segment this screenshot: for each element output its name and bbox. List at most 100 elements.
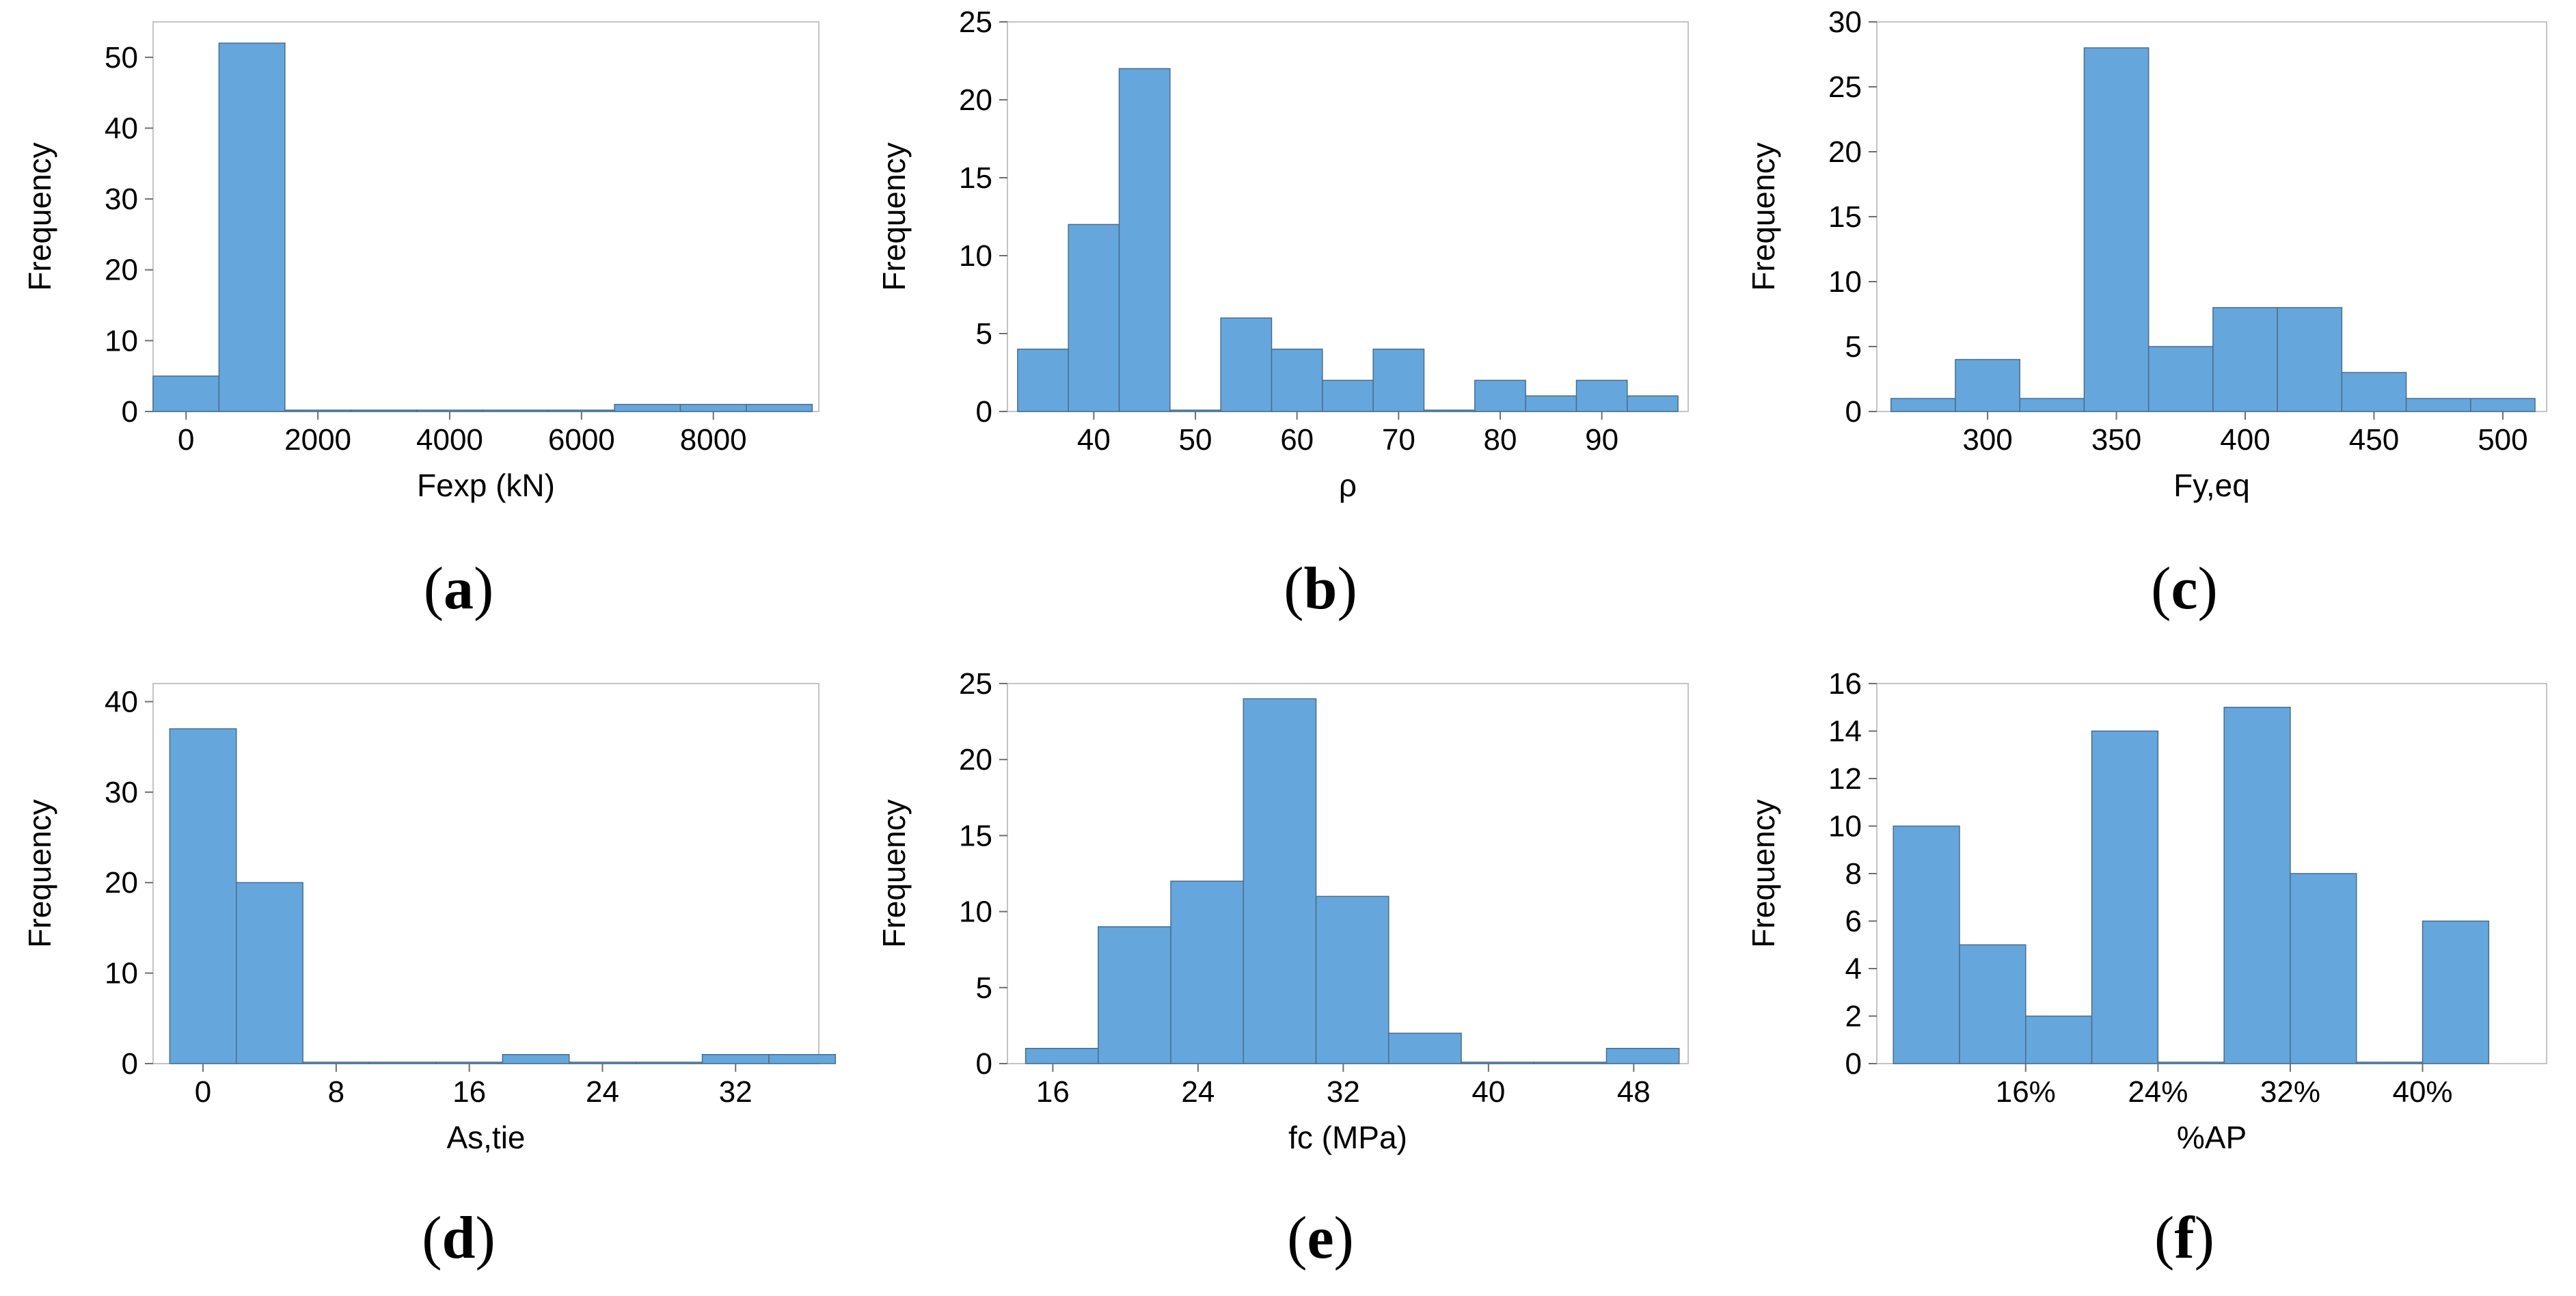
x-tick-label: 90: [1585, 423, 1618, 457]
histogram-bar: [2290, 873, 2357, 1064]
histogram-bar: [2277, 307, 2343, 412]
chart-panel-e: 0 5 10 15 20 25 16 24 32 40 48 fc (MPa) Frequency (e): [876, 667, 1689, 1271]
histogram-bar: [1372, 349, 1425, 412]
histogram-bar: [1068, 224, 1120, 412]
histogram-bar: [1575, 379, 1628, 412]
histogram-bar: [2422, 920, 2490, 1064]
y-tick-label: 30: [105, 776, 138, 809]
x-tick-label: 350: [2091, 423, 2141, 457]
x-tick-label: 500: [2478, 423, 2527, 457]
x-axis-label: Fy,eq: [2173, 468, 2250, 503]
histogram-bar: [569, 1062, 636, 1064]
histogram-bar: [2355, 1062, 2424, 1064]
y-tick-label: 30: [105, 183, 138, 216]
x-tick-label: 400: [2220, 423, 2270, 457]
histogram-bar: [1474, 379, 1526, 412]
histogram-bar: [1893, 825, 1960, 1064]
histogram-bar: [1017, 349, 1069, 412]
histogram-bar: [1955, 359, 2020, 412]
histogram-bar: [1322, 379, 1374, 412]
y-tick-label: 0: [122, 1047, 138, 1081]
x-tick-label: 60: [1280, 423, 1314, 457]
y-tick-label: 10: [1828, 810, 1862, 843]
histogram-bar: [1169, 409, 1221, 412]
x-tick-label: 16: [1036, 1075, 1070, 1109]
y-tick-label: 0: [1845, 395, 1862, 429]
histogram-bar: [1627, 395, 1679, 412]
y-tick-label: 10: [959, 895, 992, 929]
y-tick-label: 6: [1845, 905, 1862, 939]
x-tick-label: 48: [1617, 1075, 1651, 1109]
histogram-bar: [1423, 409, 1476, 412]
histogram-bar: [1271, 349, 1323, 412]
y-tick-label: 20: [1828, 135, 1862, 169]
histogram-bar: [614, 403, 681, 412]
histogram-bar: [1461, 1062, 1534, 1064]
histogram-bar: [2470, 398, 2536, 412]
histogram-bar: [368, 1062, 437, 1064]
y-tick-label: 20: [959, 83, 992, 117]
histogram-bar: [2091, 730, 2159, 1064]
x-tick-label: 70: [1382, 423, 1415, 457]
y-tick-label: 15: [959, 161, 992, 195]
x-axis-label: fc (MPa): [1288, 1120, 1407, 1155]
y-tick-label: 0: [1845, 1047, 1862, 1081]
histogram-bar: [350, 409, 418, 412]
y-tick-label: 10: [959, 239, 992, 273]
x-tick-label: 24: [1181, 1075, 1215, 1109]
y-tick-label: 14: [1828, 715, 1862, 748]
y-tick-label: 25: [959, 5, 992, 39]
histogram-bar: [768, 1054, 837, 1064]
y-axis-label: Frequency: [876, 799, 912, 947]
histogram-bar: [502, 1054, 570, 1064]
y-tick-label: 5: [976, 971, 992, 1005]
histogram-bar: [2212, 307, 2278, 412]
y-tick-label: 4: [1845, 952, 1862, 986]
histogram-bar: [284, 409, 352, 412]
x-tick-label: 24: [586, 1075, 619, 1109]
panel-label: (c): [2151, 556, 2218, 622]
x-tick-label: 6000: [548, 423, 615, 457]
y-axis-label: Frequency: [22, 799, 57, 947]
x-tick-label: 300: [1962, 423, 2012, 457]
histogram-bar: [236, 882, 303, 1064]
x-tick-label: 40: [1472, 1075, 1505, 1109]
y-tick-label: 10: [105, 957, 138, 990]
chart-panel-b: 0 5 10 15 20 25 40 50 60 70 80 90 ρ Frequency (b): [876, 5, 1689, 622]
x-tick-label: 32: [719, 1075, 753, 1109]
panel-label: (e): [1287, 1205, 1354, 1271]
chart-panel-d: 0 10 20 30 40 0 8 16 24 32 As,tie Frequency (d): [22, 683, 837, 1271]
y-tick-label: 0: [976, 1047, 992, 1081]
x-axis-label: %AP: [2177, 1120, 2247, 1155]
histogram-bar: [482, 409, 550, 412]
y-tick-label: 40: [105, 685, 138, 718]
y-tick-label: 5: [1845, 330, 1862, 364]
y-axis-label: Frequency: [876, 142, 912, 291]
histogram-bar: [2019, 398, 2085, 412]
y-tick-label: 20: [105, 866, 138, 900]
y-axis-label: Frequency: [1746, 142, 1781, 291]
y-tick-label: 25: [1828, 70, 1862, 104]
histogram-bar: [1098, 926, 1171, 1064]
panel-label: (a): [424, 556, 494, 622]
panel-label: (f): [2154, 1205, 2214, 1271]
y-tick-label: 25: [959, 667, 992, 701]
histogram-bar: [1170, 880, 1245, 1064]
x-tick-label: 32: [1327, 1075, 1360, 1109]
histogram-bar: [547, 409, 615, 412]
y-tick-label: 20: [959, 743, 992, 777]
histogram-bar: [169, 728, 237, 1064]
histogram-bar: [2083, 47, 2150, 412]
chart-panel-c: 0 5 10 15 20 25 30 300 350 400 450 500 Fy,eq Frequenc…: [1746, 5, 2547, 622]
x-tick-label: 8000: [680, 423, 747, 457]
histogram-bar: [1315, 895, 1389, 1064]
x-tick-label: 40: [1077, 423, 1111, 457]
y-tick-label: 12: [1828, 762, 1862, 796]
x-tick-label: 450: [2349, 423, 2399, 457]
y-tick-label: 2: [1845, 1000, 1862, 1034]
x-tick-label: 16%: [1996, 1075, 2056, 1109]
histogram-bar: [302, 1062, 370, 1064]
panel-label: (d): [422, 1205, 496, 1271]
x-axis-label: Fexp (kN): [417, 468, 555, 503]
